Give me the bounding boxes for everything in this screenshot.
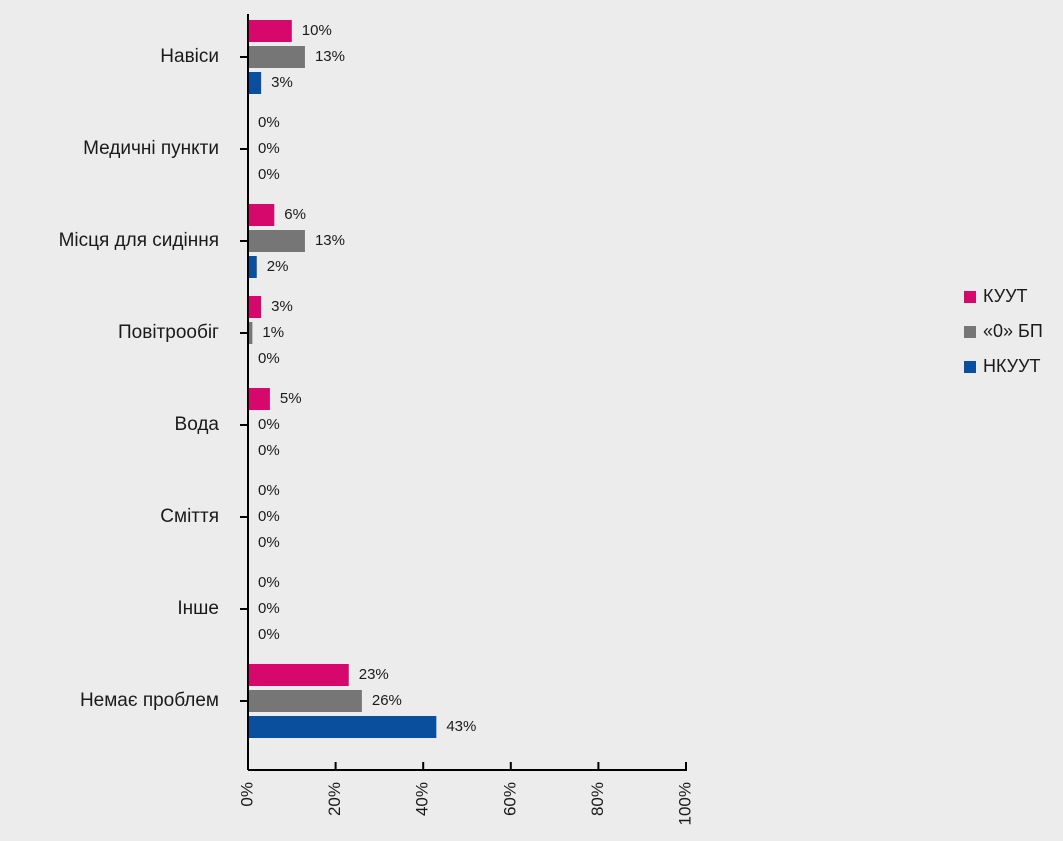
category-labels-layer: Навіси Медичні пункти Місця для сидіння Пов… — [59, 46, 220, 711]
data-label: 3% — [271, 298, 293, 315]
data-label: 0% — [258, 140, 280, 157]
data-label: 0% — [258, 508, 280, 525]
legend-label: «0» БП — [983, 321, 1043, 341]
bar — [248, 230, 305, 252]
data-label: 1% — [262, 324, 284, 341]
data-label: 0% — [258, 350, 280, 367]
data-label: 0% — [258, 166, 280, 183]
bar — [248, 72, 262, 94]
data-label: 5% — [280, 390, 302, 407]
bar — [248, 690, 362, 712]
x-tick-label: 0% — [237, 782, 256, 807]
legend: КУУТ «0» БП НКУУТ — [964, 286, 1043, 376]
x-tick-label: 60% — [500, 782, 519, 816]
data-label: 23% — [359, 666, 389, 683]
category-label: Медичні пункти — [83, 138, 219, 159]
legend-swatch — [964, 361, 976, 373]
data-label: 10% — [302, 22, 332, 39]
bar — [248, 20, 292, 42]
legend-label: НКУУТ — [983, 356, 1041, 376]
bar — [248, 296, 262, 318]
data-label: 0% — [258, 442, 280, 459]
data-label: 0% — [258, 574, 280, 591]
bar — [248, 204, 275, 226]
data-label: 6% — [284, 206, 306, 223]
category-label: Інше — [177, 598, 219, 619]
value-labels-layer: 10%13%3%0%0%0%6%13%2%3%1%0%5%0%0%0%0%0%0… — [258, 22, 476, 735]
x-tick-label: 20% — [325, 782, 344, 816]
category-label: Навіси — [160, 46, 219, 67]
data-label: 13% — [315, 232, 345, 249]
category-label: Місця для сидіння — [59, 230, 219, 251]
legend-label: КУУТ — [983, 286, 1028, 306]
data-label: 3% — [271, 74, 293, 91]
bar — [248, 388, 270, 410]
data-label: 2% — [267, 258, 289, 275]
x-tick-label: 100% — [675, 782, 694, 825]
bar — [248, 46, 305, 68]
data-label: 43% — [446, 718, 476, 735]
data-label: 0% — [258, 626, 280, 643]
bars-layer — [248, 20, 437, 738]
legend-swatch — [964, 291, 976, 303]
data-label: 0% — [258, 416, 280, 433]
data-label: 26% — [372, 692, 402, 709]
data-label: 13% — [315, 48, 345, 65]
category-label: Немає проблем — [80, 690, 219, 711]
bar — [248, 256, 257, 278]
category-label: Вода — [175, 414, 220, 435]
x-tick-label: 40% — [413, 782, 432, 816]
bar — [248, 322, 253, 344]
bar — [248, 664, 349, 686]
data-label: 0% — [258, 482, 280, 499]
data-label: 0% — [258, 600, 280, 617]
axes-layer: 0% 20% 40% 60% 80% 100% — [237, 14, 694, 825]
bar — [248, 716, 437, 738]
category-label: Повітрообіг — [118, 322, 219, 343]
data-label: 0% — [258, 114, 280, 131]
x-tick-label: 80% — [588, 782, 607, 816]
category-label: Сміття — [160, 506, 219, 527]
data-label: 0% — [258, 534, 280, 551]
legend-swatch — [964, 326, 976, 338]
